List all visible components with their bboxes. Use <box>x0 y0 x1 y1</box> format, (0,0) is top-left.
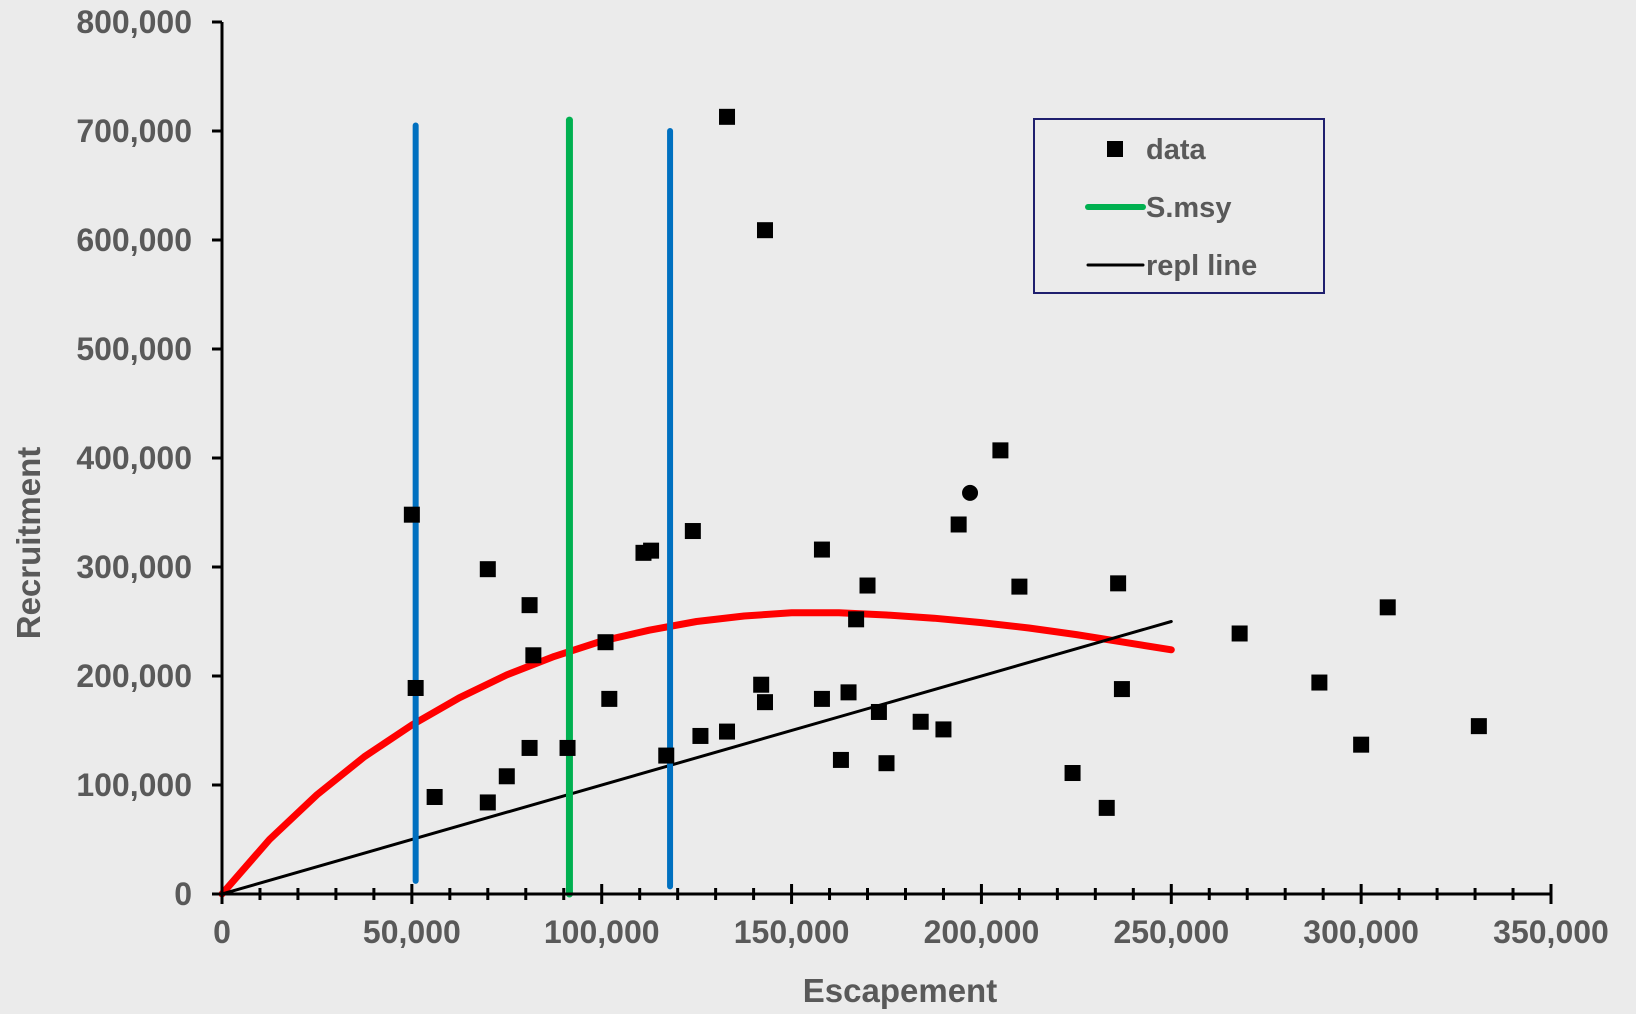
data-point-43 <box>1470 718 1487 735</box>
data-point-6 <box>521 739 538 756</box>
replacement-line <box>220 620 1173 896</box>
data-point-18 <box>719 108 736 125</box>
data-point-23 <box>813 541 830 558</box>
x-tick-label: 100,000 <box>544 914 660 950</box>
y-tick-label: 100,000 <box>76 767 192 803</box>
data-point-35 <box>1064 765 1081 782</box>
y-axis-title: Recruitment <box>10 447 47 640</box>
data-point-32 <box>950 516 967 533</box>
y-tick-label: 200,000 <box>76 658 192 694</box>
data-point-21 <box>756 694 773 711</box>
data-point-20 <box>756 222 773 239</box>
y-tick-label: 300,000 <box>76 549 192 585</box>
data-point-13 <box>643 542 660 559</box>
data-point-22 <box>813 690 830 707</box>
data-point-10 <box>597 634 614 651</box>
data-point-17 <box>719 723 736 740</box>
x-tick-label: 250,000 <box>1113 914 1229 950</box>
x-tick-label: 0 <box>213 914 231 950</box>
data-point-5 <box>498 768 515 785</box>
y-tick-label: 500,000 <box>76 331 192 367</box>
data-point-25 <box>840 684 857 701</box>
data-point-16 <box>692 727 709 744</box>
data-point-27 <box>859 577 876 594</box>
data-point-28 <box>870 703 887 720</box>
data-point-0 <box>403 506 420 523</box>
data-point-circle <box>962 484 979 501</box>
data-point-11 <box>601 690 618 707</box>
data-point-14 <box>658 747 675 764</box>
legend-data-marker <box>1107 141 1123 157</box>
data-point-2 <box>426 788 443 805</box>
data-point-30 <box>912 713 929 730</box>
data-point-42 <box>1379 599 1396 616</box>
y-tick-label: 0 <box>174 876 192 912</box>
data-point-39 <box>1231 625 1248 642</box>
legend-label: data <box>1146 134 1207 166</box>
y-tick-label: 800,000 <box>76 4 192 40</box>
data-point-1 <box>407 679 424 696</box>
y-tick-label: 600,000 <box>76 222 192 258</box>
x-tick-label: 50,000 <box>363 914 461 950</box>
data-point-41 <box>1353 736 1370 753</box>
data-point-15 <box>684 523 701 540</box>
data-point-9 <box>559 739 576 756</box>
y-tick-label: 700,000 <box>76 113 192 149</box>
data-point-4 <box>479 561 496 578</box>
data-point-31 <box>935 721 952 738</box>
x-tick-label: 300,000 <box>1303 914 1419 950</box>
fitted-curve <box>218 609 1175 898</box>
legend: data S.msy repl line <box>1033 118 1325 294</box>
y-tick-label: 400,000 <box>76 440 192 476</box>
data-point-7 <box>521 597 538 614</box>
x-tick-label: 150,000 <box>734 914 850 950</box>
data-point-3 <box>479 794 496 811</box>
data-point-24 <box>832 751 849 768</box>
data-point-26 <box>848 611 865 628</box>
x-tick-label: 200,000 <box>924 914 1040 950</box>
data-point-19 <box>753 676 770 693</box>
data-point-37 <box>1110 575 1127 592</box>
x-axis-title: Escapement <box>803 972 997 1009</box>
legend-box <box>1033 118 1325 294</box>
data-point-36 <box>1098 799 1115 816</box>
data-point-40 <box>1311 674 1328 691</box>
data-point-34 <box>1011 578 1028 595</box>
data-point-33 <box>992 442 1009 459</box>
legend-label: S.msy <box>1146 192 1231 224</box>
data-point-8 <box>525 647 542 664</box>
legend-label: repl line <box>1146 250 1257 282</box>
data-point-29 <box>878 755 895 772</box>
data-point-38 <box>1113 681 1130 698</box>
x-tick-label: 350,000 <box>1493 914 1609 950</box>
